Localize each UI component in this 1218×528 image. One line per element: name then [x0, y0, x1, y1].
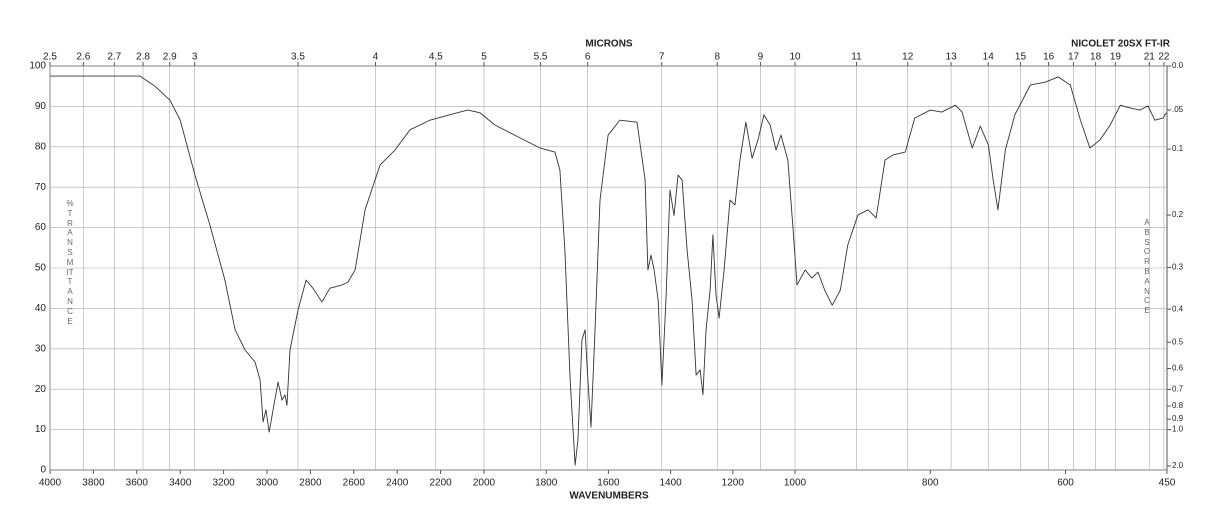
x2-tick-label: 4: [373, 52, 379, 63]
instrument-label: NICOLET 20SX FT-IR: [1071, 39, 1171, 50]
y2-tick-label: 0.9: [1172, 414, 1184, 423]
x-tick-label: 3600: [126, 478, 149, 489]
y2-tick-label: 0.6: [1172, 364, 1184, 373]
top-axis-title: MICRONS: [585, 39, 633, 50]
x2-tick-label: 4.5: [429, 52, 443, 63]
x2-tick-label: 11: [851, 52, 862, 63]
x2-tick-label: 2.8: [136, 52, 150, 63]
y2-tick-label: 0.0: [1172, 61, 1184, 70]
y2-tick-label: 0.1: [1172, 144, 1184, 153]
x2-tick-label: 6: [585, 52, 591, 63]
y2-tick-label: .05: [1172, 105, 1184, 114]
x2-tick-label: 2.9: [163, 52, 177, 63]
y-tick-label: 90: [35, 101, 47, 112]
x-tick-label: 1200: [722, 478, 745, 489]
y2-tick-label: 1.0: [1172, 425, 1184, 434]
x-tick-label: 1800: [535, 478, 558, 489]
y-tick-label: 100: [29, 61, 46, 72]
y-tick-label: 20: [35, 384, 47, 395]
x-tick-label: 800: [922, 478, 939, 489]
x-tick-label: 2400: [386, 478, 409, 489]
y2-tick-label: 0.3: [1172, 263, 1184, 272]
x-tick-label: 1600: [597, 478, 620, 489]
x2-tick-label: 3: [192, 52, 198, 63]
spectrum-line: [50, 75, 1167, 466]
x-tick-label: 4000: [39, 478, 62, 489]
x-tick-label: 2800: [299, 478, 322, 489]
y-tick-label: 60: [35, 222, 47, 233]
x2-tick-label: 21: [1144, 52, 1156, 63]
y-tick-label: 40: [35, 303, 47, 314]
y-tick-label: 30: [35, 343, 47, 354]
y-tick-label: 80: [35, 141, 47, 152]
x2-tick-label: 19: [1110, 52, 1122, 63]
x2-tick-label: 12: [902, 52, 914, 63]
y-tick-label: 70: [35, 182, 47, 193]
x2-tick-label: 3.5: [291, 52, 305, 63]
x2-tick-label: 22: [1158, 52, 1170, 63]
y-tick-label: 0: [40, 465, 46, 476]
x-tick-label: 1000: [784, 478, 807, 489]
y2-tick-label: 0.2: [1172, 210, 1184, 219]
x2-tick-label: 13: [946, 52, 958, 63]
y2-tick-label: 0.4: [1172, 304, 1184, 313]
x2-tick-label: 14: [983, 52, 995, 63]
x2-tick-label: 17: [1068, 52, 1080, 63]
x2-tick-label: 8: [714, 52, 720, 63]
x2-tick-label: 7: [659, 52, 665, 63]
y2-axis-title: ABSORBANCE: [1143, 218, 1151, 316]
y-tick-label: 10: [35, 424, 47, 435]
x-tick-label: 600: [1057, 478, 1074, 489]
x2-tick-label: 2.5: [43, 52, 57, 63]
x2-tick-label: 15: [1015, 52, 1027, 63]
x2-tick-label: 5.5: [534, 52, 548, 63]
x-tick-label: 3000: [256, 478, 279, 489]
x-tick-label: 450: [1159, 478, 1176, 489]
x2-tick-label: 2.7: [107, 52, 121, 63]
y-tick-label: 50: [35, 263, 47, 274]
x-tick-label: 1400: [659, 478, 682, 489]
x-axis-title: WAVENUMBERS: [569, 491, 649, 502]
x-tick-label: 3400: [169, 478, 192, 489]
x2-tick-label: 9: [758, 52, 764, 63]
x-tick-label: 3800: [82, 478, 105, 489]
x2-tick-label: 16: [1043, 52, 1055, 63]
x-tick-label: 3200: [212, 478, 235, 489]
x-tick-label: 2200: [429, 478, 452, 489]
y2-tick-label: 0.8: [1172, 401, 1184, 410]
y2-tick-label: 0.7: [1172, 385, 1184, 394]
x2-tick-label: 10: [789, 52, 801, 63]
y2-tick-label: 2.0: [1172, 461, 1184, 470]
x-tick-label: 2000: [473, 478, 496, 489]
x2-tick-label: 5: [481, 52, 487, 63]
x-tick-label: 2600: [343, 478, 366, 489]
x2-tick-label: 2.6: [76, 52, 90, 63]
y-axis-title: %TRANSMITTANCE: [66, 199, 74, 326]
y2-tick-label: 0.5: [1172, 337, 1184, 346]
x2-tick-label: 18: [1090, 52, 1102, 63]
